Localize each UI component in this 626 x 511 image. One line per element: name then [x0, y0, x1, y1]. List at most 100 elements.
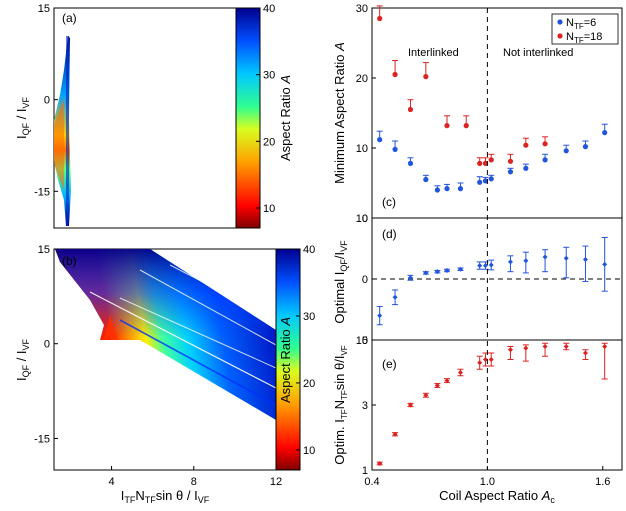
panel-b-xtick-label: 12: [270, 476, 282, 488]
panel-c-point: [377, 137, 383, 143]
panel-e: (e) 1 3 5 0.4 1.0 1.6 Optim. ITFNTFsin θ/IVF…: [332, 335, 623, 505]
panel-b-region: [55, 249, 276, 420]
panel-a-ytick-label: -15: [34, 186, 50, 198]
panel-e-ytick-label: 5: [362, 335, 368, 347]
panel-a-cb-tick-label: 20: [263, 136, 275, 148]
panel-b-cb-tick-label: 40: [303, 244, 315, 256]
panel-d-point: [542, 254, 548, 260]
annotation-not-interlinked: Not interlinked: [503, 47, 573, 59]
panel-c-ytick-label: 10: [356, 143, 368, 155]
panel-e-xtick-label: 1.6: [595, 476, 610, 488]
panel-c-point: [542, 157, 548, 163]
panel-d-marks: [372, 237, 622, 326]
panel-d-ytick-label: 10: [356, 213, 368, 225]
panel-a-colorbar: [236, 8, 260, 228]
panel-c-point: [523, 142, 529, 148]
panel-a-label: (a): [62, 11, 77, 25]
panel-a-colorbar-label: Aspect Ratio A: [278, 75, 293, 161]
panel-e-point: [602, 344, 608, 349]
panel-b-ytick-label: 0: [44, 339, 50, 351]
legend-box: [551, 13, 619, 45]
panel-b-colorbar-label: Aspect Ratio A: [278, 317, 293, 403]
panel-c-point: [602, 130, 608, 136]
svg-text:Minimum Aspect Ratio A: Minimum Aspect Ratio A: [332, 42, 347, 184]
panel-c-point: [582, 144, 589, 150]
panel-d-point: [563, 255, 569, 261]
panel-b-ytick-label: -15: [34, 433, 50, 445]
panel-a-yticks: 15 0 -15: [34, 3, 58, 198]
panel-d-ylabel: Optimal IQF/IVF: [332, 240, 349, 324]
panel-c-point: [407, 106, 414, 113]
panel-b-xlabel: ITFNTFsin θ / IVF: [121, 488, 210, 505]
svg-text:Optimal IQF/IVF: Optimal IQF/IVF: [332, 240, 349, 324]
panel-d-point: [444, 267, 450, 273]
panel-c-point: [563, 148, 569, 154]
panel-b-band: [119, 319, 276, 406]
panel-c-point: [482, 160, 489, 166]
panel-c-point: [488, 176, 494, 182]
panel-e-point: [457, 370, 463, 375]
panel-b-ytick-label: 15: [38, 244, 50, 256]
svg-text:IQF / IVF: IQF / IVF: [14, 96, 31, 139]
panel-d-point: [392, 294, 398, 300]
panel-e-point: [542, 344, 548, 349]
panel-c-point: [457, 186, 464, 192]
svg-text:Aspect Ratio A: Aspect Ratio A: [278, 75, 293, 161]
panel-e-point: [488, 357, 494, 362]
panel-b-fan-shade: [55, 249, 276, 420]
panel-b-yticks: 15 0 -15: [34, 244, 58, 445]
panel-a-ytick-label: 15: [38, 3, 50, 15]
panel-d-point: [482, 263, 488, 269]
panel-c: (c) Interlinked Not interlinked 0102030 …: [332, 3, 623, 225]
panel-c-point: [444, 123, 450, 129]
panel-c-point: [507, 169, 514, 175]
panel-c-point: [392, 71, 398, 78]
svg-text:Optim. ITFNTFsin θ/IVF: Optim. ITFNTFsin θ/IVF: [332, 345, 349, 464]
panel-b-cb-tick-label: 20: [303, 378, 315, 390]
panel-c-point: [523, 165, 529, 171]
panel-a-cb-tick-label: 40: [263, 3, 275, 15]
panel-c-label: (c): [382, 195, 396, 209]
panel-b-gap-1: [89, 291, 276, 389]
panel-b-cusp: [104, 315, 118, 340]
panel-c-point: [507, 158, 514, 164]
panel-d-point: [377, 313, 383, 319]
panel-e-ylabel: Optim. ITFNTFsin θ/IVF: [332, 345, 349, 464]
panel-e-point: [423, 392, 429, 398]
panel-d-point: [488, 262, 494, 268]
panel-e-point: [377, 461, 383, 466]
panel-a-region: [54, 36, 71, 226]
panel-a-ylabel: IQF / IVF: [14, 96, 31, 139]
panel-e-xtick-label: 1.0: [480, 476, 495, 488]
panel-a-colorbar-ticks: 10 20 30 40: [256, 3, 275, 215]
annotation-interlinked: Interlinked: [408, 47, 459, 59]
panel-c-point: [444, 186, 450, 192]
panel-e-point: [477, 360, 483, 366]
panel-c-ytick-label: 0: [362, 213, 368, 225]
panel-c-ytick-label: 30: [356, 3, 368, 15]
panel-e-ytick-label: 3: [362, 400, 368, 412]
panel-c-point: [463, 123, 469, 129]
legend-label-ntf18: NTF=18: [566, 31, 602, 45]
svg-text:Aspect Ratio A: Aspect Ratio A: [278, 317, 293, 403]
panel-d-point: [423, 270, 429, 276]
panel-b-label: (b): [62, 254, 77, 268]
legend-label-ntf6: NTF=6: [566, 17, 596, 31]
panel-a-ytick-label: 0: [44, 95, 50, 107]
svg-text:IQF / IVF: IQF / IVF: [14, 338, 31, 381]
panel-b: (b) 4 8 12 15 0 -15 IQF / IVF ITFNTFsin θ / …: [14, 244, 315, 505]
panel-e-label: (e): [382, 357, 397, 371]
panel-a-edge: [66, 36, 69, 226]
panel-c-ytick-label: 20: [356, 73, 368, 85]
panel-e-xlabel: Coil Aspect Ratio Ac: [439, 488, 555, 505]
panel-c-ylabel: Minimum Aspect Ratio A: [332, 42, 347, 184]
legend: NTF=6 NTF=18: [551, 13, 619, 45]
panel-c-point: [392, 146, 398, 152]
panel-d-ytick-label: 10: [356, 335, 368, 347]
panel-c-point: [377, 15, 383, 22]
panel-d-point: [477, 263, 483, 269]
panel-e-marks: [376, 342, 608, 466]
